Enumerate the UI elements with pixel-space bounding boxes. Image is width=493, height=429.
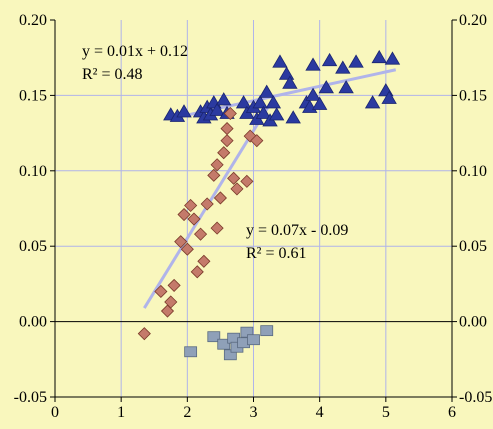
triangle-point bbox=[381, 90, 397, 104]
triangle-point bbox=[259, 84, 275, 98]
triangle-point bbox=[364, 95, 381, 109]
y-tick-label-left: 0.20 bbox=[19, 12, 47, 29]
y-tick-label-left: 0.00 bbox=[19, 314, 47, 331]
triangle-point bbox=[305, 57, 321, 71]
diamond-point bbox=[227, 171, 241, 185]
x-tick-label: 1 bbox=[117, 404, 125, 421]
triangle-point bbox=[278, 66, 295, 80]
x-tick-label: 3 bbox=[250, 404, 258, 421]
triangle-point bbox=[285, 110, 301, 124]
diamond-point bbox=[174, 235, 188, 249]
y-tick-label-left: 0.15 bbox=[19, 87, 47, 104]
diamond-point bbox=[164, 295, 178, 309]
y-tick-label-right: 0.05 bbox=[459, 238, 487, 255]
diamond-point bbox=[213, 191, 227, 205]
y-tick-label-left: 0.05 bbox=[19, 238, 47, 255]
y-tick-label-right: 0.00 bbox=[459, 314, 487, 331]
triangle-point bbox=[321, 52, 338, 67]
x-tick-label: 0 bbox=[51, 404, 59, 421]
diamond-point bbox=[187, 212, 201, 226]
triangle-point bbox=[348, 54, 364, 68]
diamond-point bbox=[217, 146, 231, 160]
diamond-point bbox=[207, 168, 221, 182]
diamond-point bbox=[154, 284, 168, 299]
diamond-point bbox=[190, 265, 204, 279]
annotation-bottom-equation: y = 0.07x - 0.09 bbox=[246, 222, 348, 239]
diamond-point bbox=[137, 327, 151, 341]
diamond-point bbox=[243, 129, 257, 143]
square-point bbox=[260, 325, 274, 337]
annotation-top-equation: y = 0.01x + 0.12 bbox=[82, 43, 188, 60]
diamond-point bbox=[240, 174, 254, 188]
diamond-point bbox=[220, 122, 234, 136]
x-tick-label: 6 bbox=[448, 404, 456, 421]
triangle-point bbox=[318, 80, 334, 94]
diamond-point bbox=[210, 158, 224, 172]
y-tick-label-right: 0.20 bbox=[459, 12, 487, 29]
diamond-point bbox=[220, 134, 234, 148]
square-point bbox=[217, 338, 231, 350]
triangle-point bbox=[272, 54, 288, 68]
y-tick-label-right: 0.10 bbox=[459, 163, 487, 180]
triangle-point bbox=[216, 92, 232, 106]
square-point bbox=[184, 346, 198, 358]
tick-labels-layer: 0 1 2 3 4 5 6-0.050.000.050.100.150.20-0.050.0… bbox=[14, 12, 493, 421]
diamond-point bbox=[197, 254, 211, 268]
y-tick-label-right: 0.15 bbox=[459, 87, 487, 104]
x-tick-label: 5 bbox=[382, 404, 390, 421]
triangle-point bbox=[371, 49, 387, 64]
diamond-point bbox=[200, 197, 214, 211]
diamond-point bbox=[210, 221, 224, 235]
diamond-point bbox=[180, 242, 194, 256]
diamond-point bbox=[230, 182, 244, 196]
y-tick-label-left: 0.10 bbox=[19, 163, 47, 180]
triangle-point bbox=[338, 80, 354, 94]
triangle-point bbox=[335, 60, 351, 74]
annotation-top-r2: R² = 0.48 bbox=[82, 66, 143, 83]
diamond-point bbox=[184, 198, 198, 213]
diamond-point bbox=[194, 227, 208, 241]
triangle-point bbox=[235, 95, 252, 109]
triangle-point bbox=[176, 104, 192, 118]
triangle-point bbox=[305, 87, 321, 101]
square-point bbox=[240, 326, 254, 338]
triangle-point bbox=[282, 75, 298, 89]
x-tick-label: 4 bbox=[316, 404, 324, 421]
square-point bbox=[207, 331, 221, 343]
y-tick-label-left: -0.05 bbox=[14, 389, 47, 406]
triangle-point bbox=[255, 105, 272, 119]
axes-layer bbox=[50, 19, 457, 402]
square-point bbox=[223, 349, 237, 361]
triangle-point bbox=[268, 107, 285, 121]
diamond-point bbox=[177, 207, 191, 222]
square-point bbox=[247, 334, 260, 346]
triangle-point bbox=[265, 95, 282, 109]
triangle-point bbox=[384, 51, 401, 65]
triangle-point bbox=[311, 96, 328, 110]
annotation-bottom-r2: R² = 0.61 bbox=[246, 245, 307, 262]
diamond-point bbox=[167, 278, 181, 292]
x-tick-label: 2 bbox=[183, 404, 191, 421]
y-tick-label-right: -0.05 bbox=[459, 389, 492, 406]
triangle-point bbox=[252, 95, 268, 109]
diamond-point bbox=[250, 134, 264, 148]
marks-layer bbox=[137, 49, 401, 361]
diamond-point bbox=[223, 106, 237, 121]
triangle-point bbox=[209, 102, 225, 116]
